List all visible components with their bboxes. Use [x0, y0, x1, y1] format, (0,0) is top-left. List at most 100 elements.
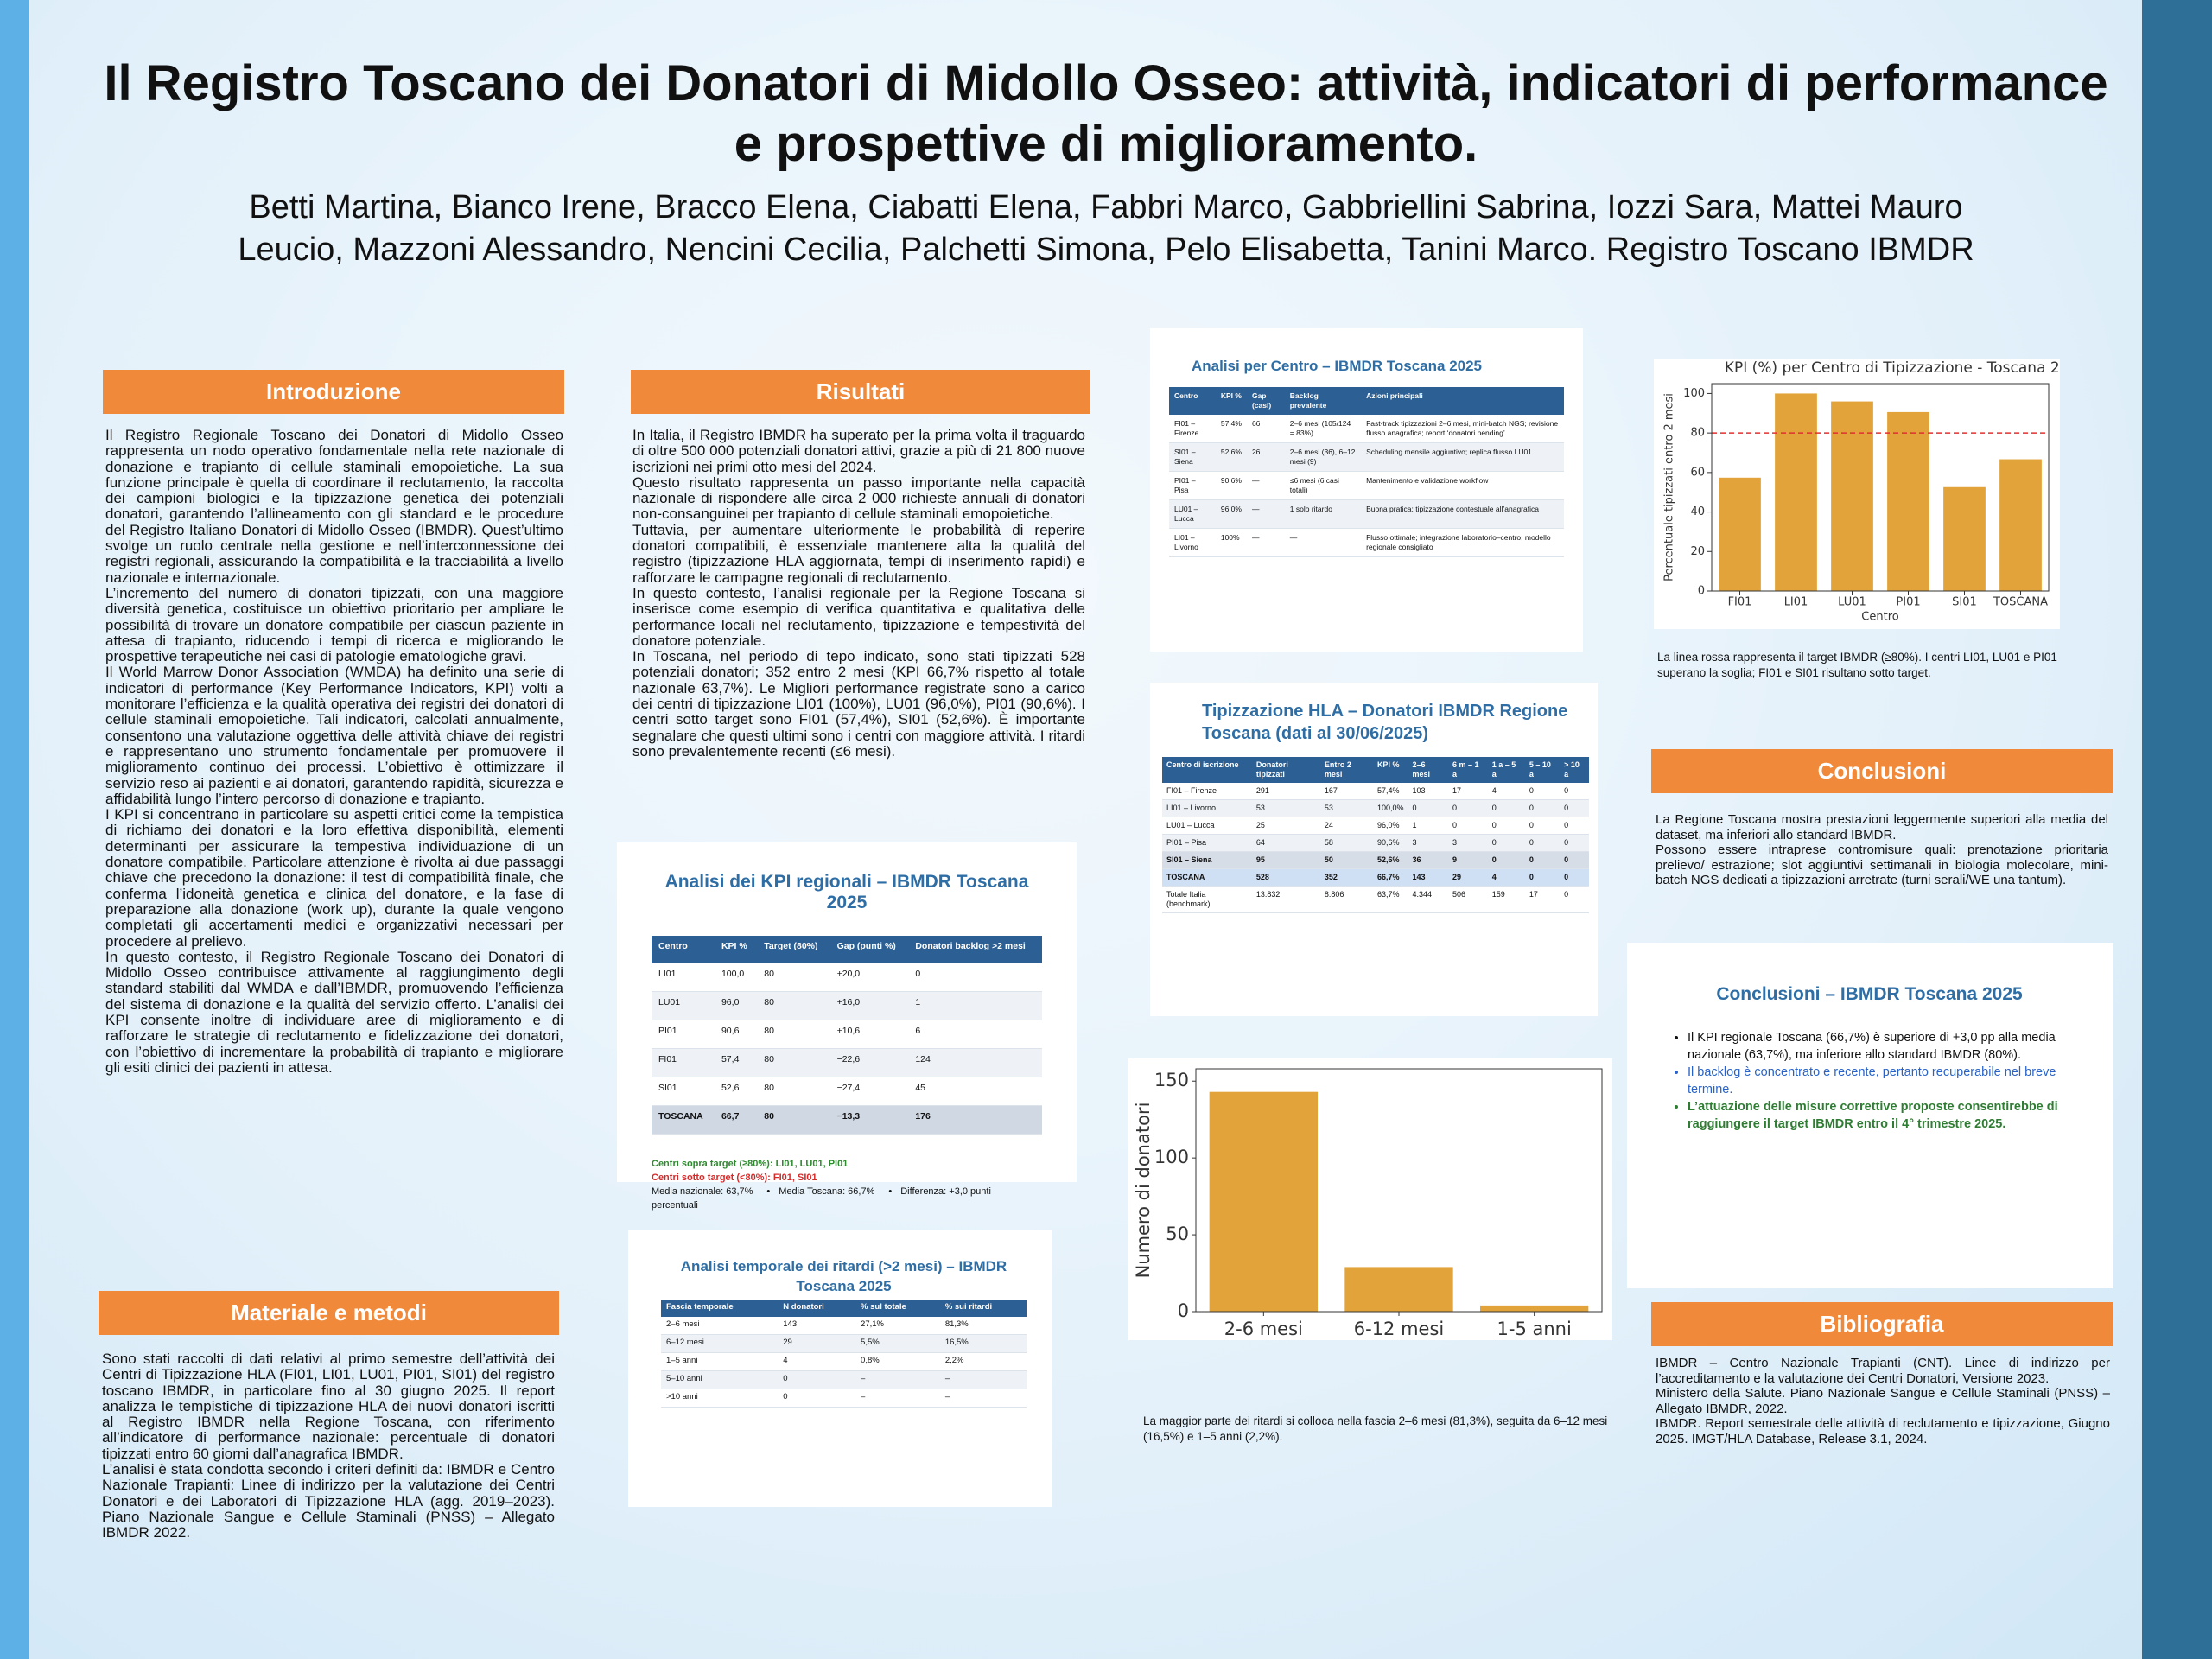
table-cell: 0	[778, 1370, 856, 1389]
column-header: % sul totale	[855, 1300, 940, 1317]
column-header: 6 m – 1 a	[1447, 757, 1488, 783]
table-cell: 0	[1560, 851, 1589, 869]
x-tick-label: LU01	[1838, 596, 1866, 609]
table-cell: 3	[1408, 834, 1448, 852]
section-heading: Introduzione	[103, 370, 564, 414]
table-cell: 53	[1319, 799, 1373, 817]
table-cell: Fast-track tipizzazioni 2–6 mesi, mini-b…	[1361, 415, 1564, 443]
table-cell: 58	[1319, 834, 1373, 852]
table-cell: 0	[1487, 817, 1525, 835]
table-cell: 2,2%	[939, 1352, 1027, 1371]
table-cell: SI01	[652, 1077, 715, 1106]
table-cell: 100%	[1215, 528, 1247, 557]
x-tick-label: 6-12 mesi	[1354, 1319, 1445, 1339]
table-cell: 291	[1251, 783, 1320, 800]
y-tick-label: 100	[1683, 387, 1705, 400]
table-cell: TOSCANA	[1162, 868, 1252, 887]
poster-title: Il Registro Toscano dei Donatori di Mido…	[104, 55, 2108, 172]
table-cell: 3	[1447, 834, 1488, 852]
table-cell: 0	[1487, 799, 1525, 817]
table-cell: 50	[1319, 851, 1373, 869]
column-header: Gap (casi)	[1246, 387, 1285, 415]
table-cell: 16,5%	[939, 1334, 1027, 1353]
note-below-target: Centri sotto target (<80%): FI01, SI01	[652, 1173, 817, 1183]
table-cell: 80	[757, 991, 830, 1020]
table-row: 6–12 mesi 29 5,5% 16,5%	[661, 1334, 1027, 1353]
section-heading: Risultati	[631, 370, 1090, 414]
column-header: Target (80%)	[757, 936, 830, 963]
table-cell: 124	[908, 1048, 1042, 1077]
column-header: KPI %	[1372, 757, 1408, 783]
table-cell: 0	[1524, 868, 1560, 887]
centre-table-card: Analisi per Centro – IBMDR Toscana 2025 …	[1150, 328, 1583, 652]
table-wrap: Fascia temporale N donatori% sul totale% …	[661, 1300, 1027, 1408]
table-cell: —	[1246, 471, 1285, 500]
x-tick-label: 1-5 anni	[1497, 1319, 1572, 1339]
table-cell: PI01 – Pisa	[1169, 471, 1216, 500]
table-cell: 2–6 mesi (36), 6–12 mesi (9)	[1284, 442, 1362, 472]
section-heading: Bibliografia	[1651, 1302, 2113, 1346]
table-cell: 0	[1524, 799, 1560, 817]
table-cell: —	[1246, 499, 1285, 529]
table-body: FI01 – Firenze 57,4% 66 2–6 mesi (105/124 =…	[1169, 415, 1564, 557]
table-cell: Totale Italia (benchmark)	[1162, 886, 1252, 913]
table-row: LI01 – Livorno 100% — — Flusso ottimale; int…	[1169, 528, 1564, 557]
right-border	[2142, 0, 2212, 1659]
paragraph: Il Registro Regionale Toscano dei Donato…	[105, 427, 563, 586]
table-cell: LU01 – Lucca	[1162, 817, 1252, 835]
table-cell: 5–10 anni	[661, 1370, 779, 1389]
table-cell: 57,4%	[1215, 415, 1247, 443]
paragraph: In Italia, il Registro IBMDR ha superato…	[632, 427, 1085, 475]
table-row: SI01 52,6 80 −27,4 45	[652, 1077, 1042, 1106]
table-cell: LI01	[652, 963, 715, 992]
table-cell: PI01	[652, 1020, 715, 1049]
table-cell: 0	[1408, 799, 1448, 817]
paragraph: Sono stati raccolti di dati relativi al …	[102, 1351, 555, 1462]
table-cell: 176	[908, 1105, 1042, 1135]
table-row: FI01 57,4 80 −22,6 124	[652, 1048, 1042, 1077]
conclusion-bullet: Il KPI regionale Toscana (66,7%) è super…	[1688, 1029, 2070, 1064]
table-row: PI01 – Pisa 64 58 90,6% 3 3 0 0 0	[1162, 834, 1589, 852]
table-cell: +16,0	[830, 991, 909, 1020]
table-cell: 0	[1447, 799, 1488, 817]
table-cell: TOSCANA	[652, 1105, 715, 1135]
table: Centro KPI % Gap (casi) Backlog prevalente A…	[1169, 387, 1564, 557]
note-above-target: Centri sopra target (≥80%): LI01, LU01, …	[652, 1159, 849, 1169]
table-cell: 167	[1319, 783, 1373, 800]
table-row: Totale Italia (benchmark) 13.832 8.806 63,7…	[1162, 886, 1589, 913]
table-cell: 24	[1319, 817, 1373, 835]
table-cell: 4	[1487, 783, 1525, 800]
column-header: 5 – 10 a	[1524, 757, 1560, 783]
table-cell: +10,6	[830, 1020, 909, 1049]
column-header: Centro	[1169, 387, 1216, 415]
paragraph: In questo contesto, il Registro Regional…	[105, 948, 563, 1076]
table-cell: +20,0	[830, 963, 909, 992]
table-cell: Scheduling mensile aggiuntivo; replica f…	[1361, 442, 1564, 472]
table-cell: 90,6%	[1215, 471, 1247, 500]
table-cell: 0	[1560, 886, 1589, 913]
header-row: Centro KPI % Gap (casi) Backlog prevalente A…	[1169, 387, 1564, 415]
table-cell: 27,1%	[855, 1317, 940, 1335]
table-cell: 0	[778, 1389, 856, 1408]
table-cell: SI01 – Siena	[1169, 442, 1216, 472]
table-cell: 95	[1251, 851, 1320, 869]
paragraph: L’incremento del numero di donatori tipi…	[105, 584, 563, 665]
table-wrap: Centro KPI % Target (80%) Gap (punti %) Dona…	[652, 936, 1042, 1135]
table-cell: 90,6%	[1372, 834, 1408, 852]
table-title: Tipizzazione HLA – Donatori IBMDR Region…	[1202, 702, 1568, 743]
table-row: LU01 96,0 80 +16,0 1	[652, 991, 1042, 1020]
table-cell: >10 anni	[661, 1389, 779, 1408]
table-cell: 159	[1487, 886, 1525, 913]
table-cell: 0	[1487, 851, 1525, 869]
table-title: Analisi temporale dei ritardi (>2 mesi) …	[680, 1258, 1007, 1294]
conclusion-list: Il KPI regionale Toscana (66,7%) è super…	[1669, 1029, 2070, 1133]
table-cell: 96,0	[714, 991, 758, 1020]
section-heading: Conclusioni	[1651, 749, 2113, 793]
note-item: Media nazionale: 63,7%	[652, 1186, 753, 1197]
bar	[1480, 1305, 1589, 1312]
plot-frame	[1195, 1068, 1603, 1313]
table-cell: 45	[908, 1077, 1042, 1106]
column-header: Centro di iscrizione	[1162, 757, 1252, 783]
section-heading: Materiale e metodi	[99, 1291, 559, 1335]
table-cell: —	[1246, 528, 1285, 557]
